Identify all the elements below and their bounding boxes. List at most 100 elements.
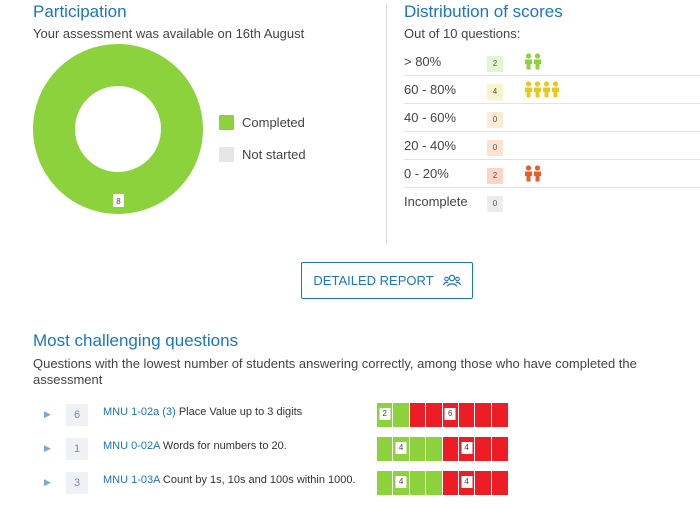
distribution-row-label: > 80% <box>404 54 442 69</box>
correct-segment <box>377 471 394 495</box>
challenging-subtitle: Questions with the lowest number of stud… <box>33 356 637 387</box>
person-icon <box>552 81 559 98</box>
challenging-title: Most challenging questions <box>33 331 239 350</box>
correct-segment <box>377 437 394 461</box>
incorrect-segment: 6 <box>442 403 459 427</box>
distribution-row: Incomplete 0 <box>404 188 700 216</box>
question-code[interactable]: MNU 0-02A <box>103 440 160 452</box>
distribution-title: Distribution of scores <box>404 2 563 21</box>
donut-count-label: 8 <box>116 197 121 206</box>
correct-segment <box>426 471 443 495</box>
question-row[interactable]: ▶ 1 MNU 0-02A Words for numbers to 20. 4 4 <box>0 435 700 465</box>
person-icon <box>525 53 532 70</box>
distribution-row-label: 20 - 40% <box>404 138 457 153</box>
incorrect-count-badge: 4 <box>461 476 473 488</box>
question-row[interactable]: ▶ 6 MNU 1-02a (3) Place Value up to 3 digi… <box>0 401 700 431</box>
correct-segment: 2 <box>377 403 394 427</box>
incorrect-segment <box>426 403 443 427</box>
distribution-row-count: 2 <box>487 168 503 184</box>
correct-count-badge: 2 <box>379 408 391 420</box>
question-text: MNU 1-02a (3) Place Value up to 3 digits <box>103 406 302 418</box>
participation-title: Participation <box>33 2 127 21</box>
question-description: Count by 1s, 10s and 100s within 1000. <box>162 474 356 486</box>
distribution-row-label: 60 - 80% <box>404 82 457 97</box>
incorrect-segment <box>409 403 427 427</box>
correct-segment <box>426 437 443 461</box>
correct-segment: 4 <box>393 471 410 495</box>
question-code[interactable]: MNU 1-03A <box>103 474 160 486</box>
correct-segment: 4 <box>393 437 410 461</box>
incorrect-segment <box>442 437 459 461</box>
incorrect-segment: 4 <box>458 437 476 461</box>
question-description: Place Value up to 3 digits <box>178 406 303 418</box>
detailed-report-button[interactable]: DETAILED REPORT <box>301 262 473 299</box>
incorrect-segment <box>491 403 508 427</box>
distribution-row-people <box>524 165 542 182</box>
incorrect-segment <box>475 403 492 427</box>
incorrect-segment: 4 <box>458 471 476 495</box>
distribution-row: 40 - 60% 0 <box>404 104 700 132</box>
challenging-section: Most challenging questions Questions wit… <box>33 331 693 388</box>
detailed-report-label: DETAILED REPORT <box>313 273 434 288</box>
question-text: MNU 0-02A Words for numbers to 20. <box>103 440 287 452</box>
expand-arrow-icon[interactable]: ▶ <box>44 477 51 487</box>
participation-subtitle: Your assessment was available on 16th Au… <box>33 26 305 41</box>
incorrect-segment <box>442 471 459 495</box>
question-number: 3 <box>66 472 88 494</box>
question-code[interactable]: MNU 1-02a (3) <box>103 406 176 418</box>
distribution-row-count: 2 <box>487 56 503 72</box>
legend-completed-label: Completed <box>242 115 305 130</box>
incorrect-count-badge: 4 <box>461 442 473 454</box>
person-icon <box>525 165 532 182</box>
person-icon <box>534 165 541 182</box>
expand-arrow-icon[interactable]: ▶ <box>44 443 51 453</box>
distribution-section: Distribution of scores Out of 10 questio… <box>404 2 700 41</box>
section-divider <box>386 4 387 244</box>
distribution-row-count: 0 <box>487 140 503 156</box>
legend-completed-swatch <box>219 115 234 130</box>
distribution-row-count: 0 <box>487 196 503 212</box>
question-text: MNU 1-03A Count by 1s, 10s and 100s with… <box>103 474 356 486</box>
person-icon <box>534 81 541 98</box>
question-row[interactable]: ▶ 3 MNU 1-03A Count by 1s, 10s and 100s wi… <box>0 469 700 499</box>
distribution-row-label: Incomplete <box>404 194 468 209</box>
donut-count-badge <box>113 194 124 207</box>
legend-not-started-swatch <box>219 147 234 162</box>
person-icon <box>534 53 541 70</box>
incorrect-segment <box>475 471 492 495</box>
distribution-row: 20 - 40% 0 <box>404 132 700 160</box>
expand-arrow-icon[interactable]: ▶ <box>44 409 51 419</box>
legend-not-started-label: Not started <box>242 147 306 162</box>
person-icon <box>525 81 532 98</box>
distribution-row: 0 - 20% 2 <box>404 160 700 188</box>
question-description: Words for numbers to 20. <box>162 440 287 452</box>
participation-donut-chart: 8 <box>33 44 203 214</box>
legend-not-started: Not started <box>219 147 306 162</box>
distribution-subtitle: Out of 10 questions: <box>404 26 521 41</box>
question-number: 1 <box>66 438 88 460</box>
incorrect-segment <box>458 403 476 427</box>
distribution-row-people <box>524 53 542 70</box>
group-icon <box>442 274 461 287</box>
person-icon <box>543 81 550 98</box>
distribution-row-label: 40 - 60% <box>404 110 457 125</box>
distribution-row-count: 4 <box>487 84 503 100</box>
incorrect-segment <box>491 471 508 495</box>
distribution-row-label: 0 - 20% <box>404 166 449 181</box>
distribution-table: > 80% 2 60 - 80% 4 40 - 60% 0 20 - 40% 0 0 - 20%… <box>404 48 700 216</box>
question-number: 6 <box>66 404 88 426</box>
incorrect-count-badge: 6 <box>444 408 456 420</box>
correct-count-badge: 4 <box>395 476 407 488</box>
correct-count-badge: 4 <box>395 442 407 454</box>
correct-segment <box>409 437 427 461</box>
correct-segment <box>393 403 410 427</box>
distribution-row-people <box>524 81 560 98</box>
donut-completed-ring <box>33 44 203 214</box>
distribution-row: 60 - 80% 4 <box>404 76 700 104</box>
distribution-row-count: 0 <box>487 112 503 128</box>
legend-completed: Completed <box>219 115 305 130</box>
correct-segment <box>409 471 427 495</box>
